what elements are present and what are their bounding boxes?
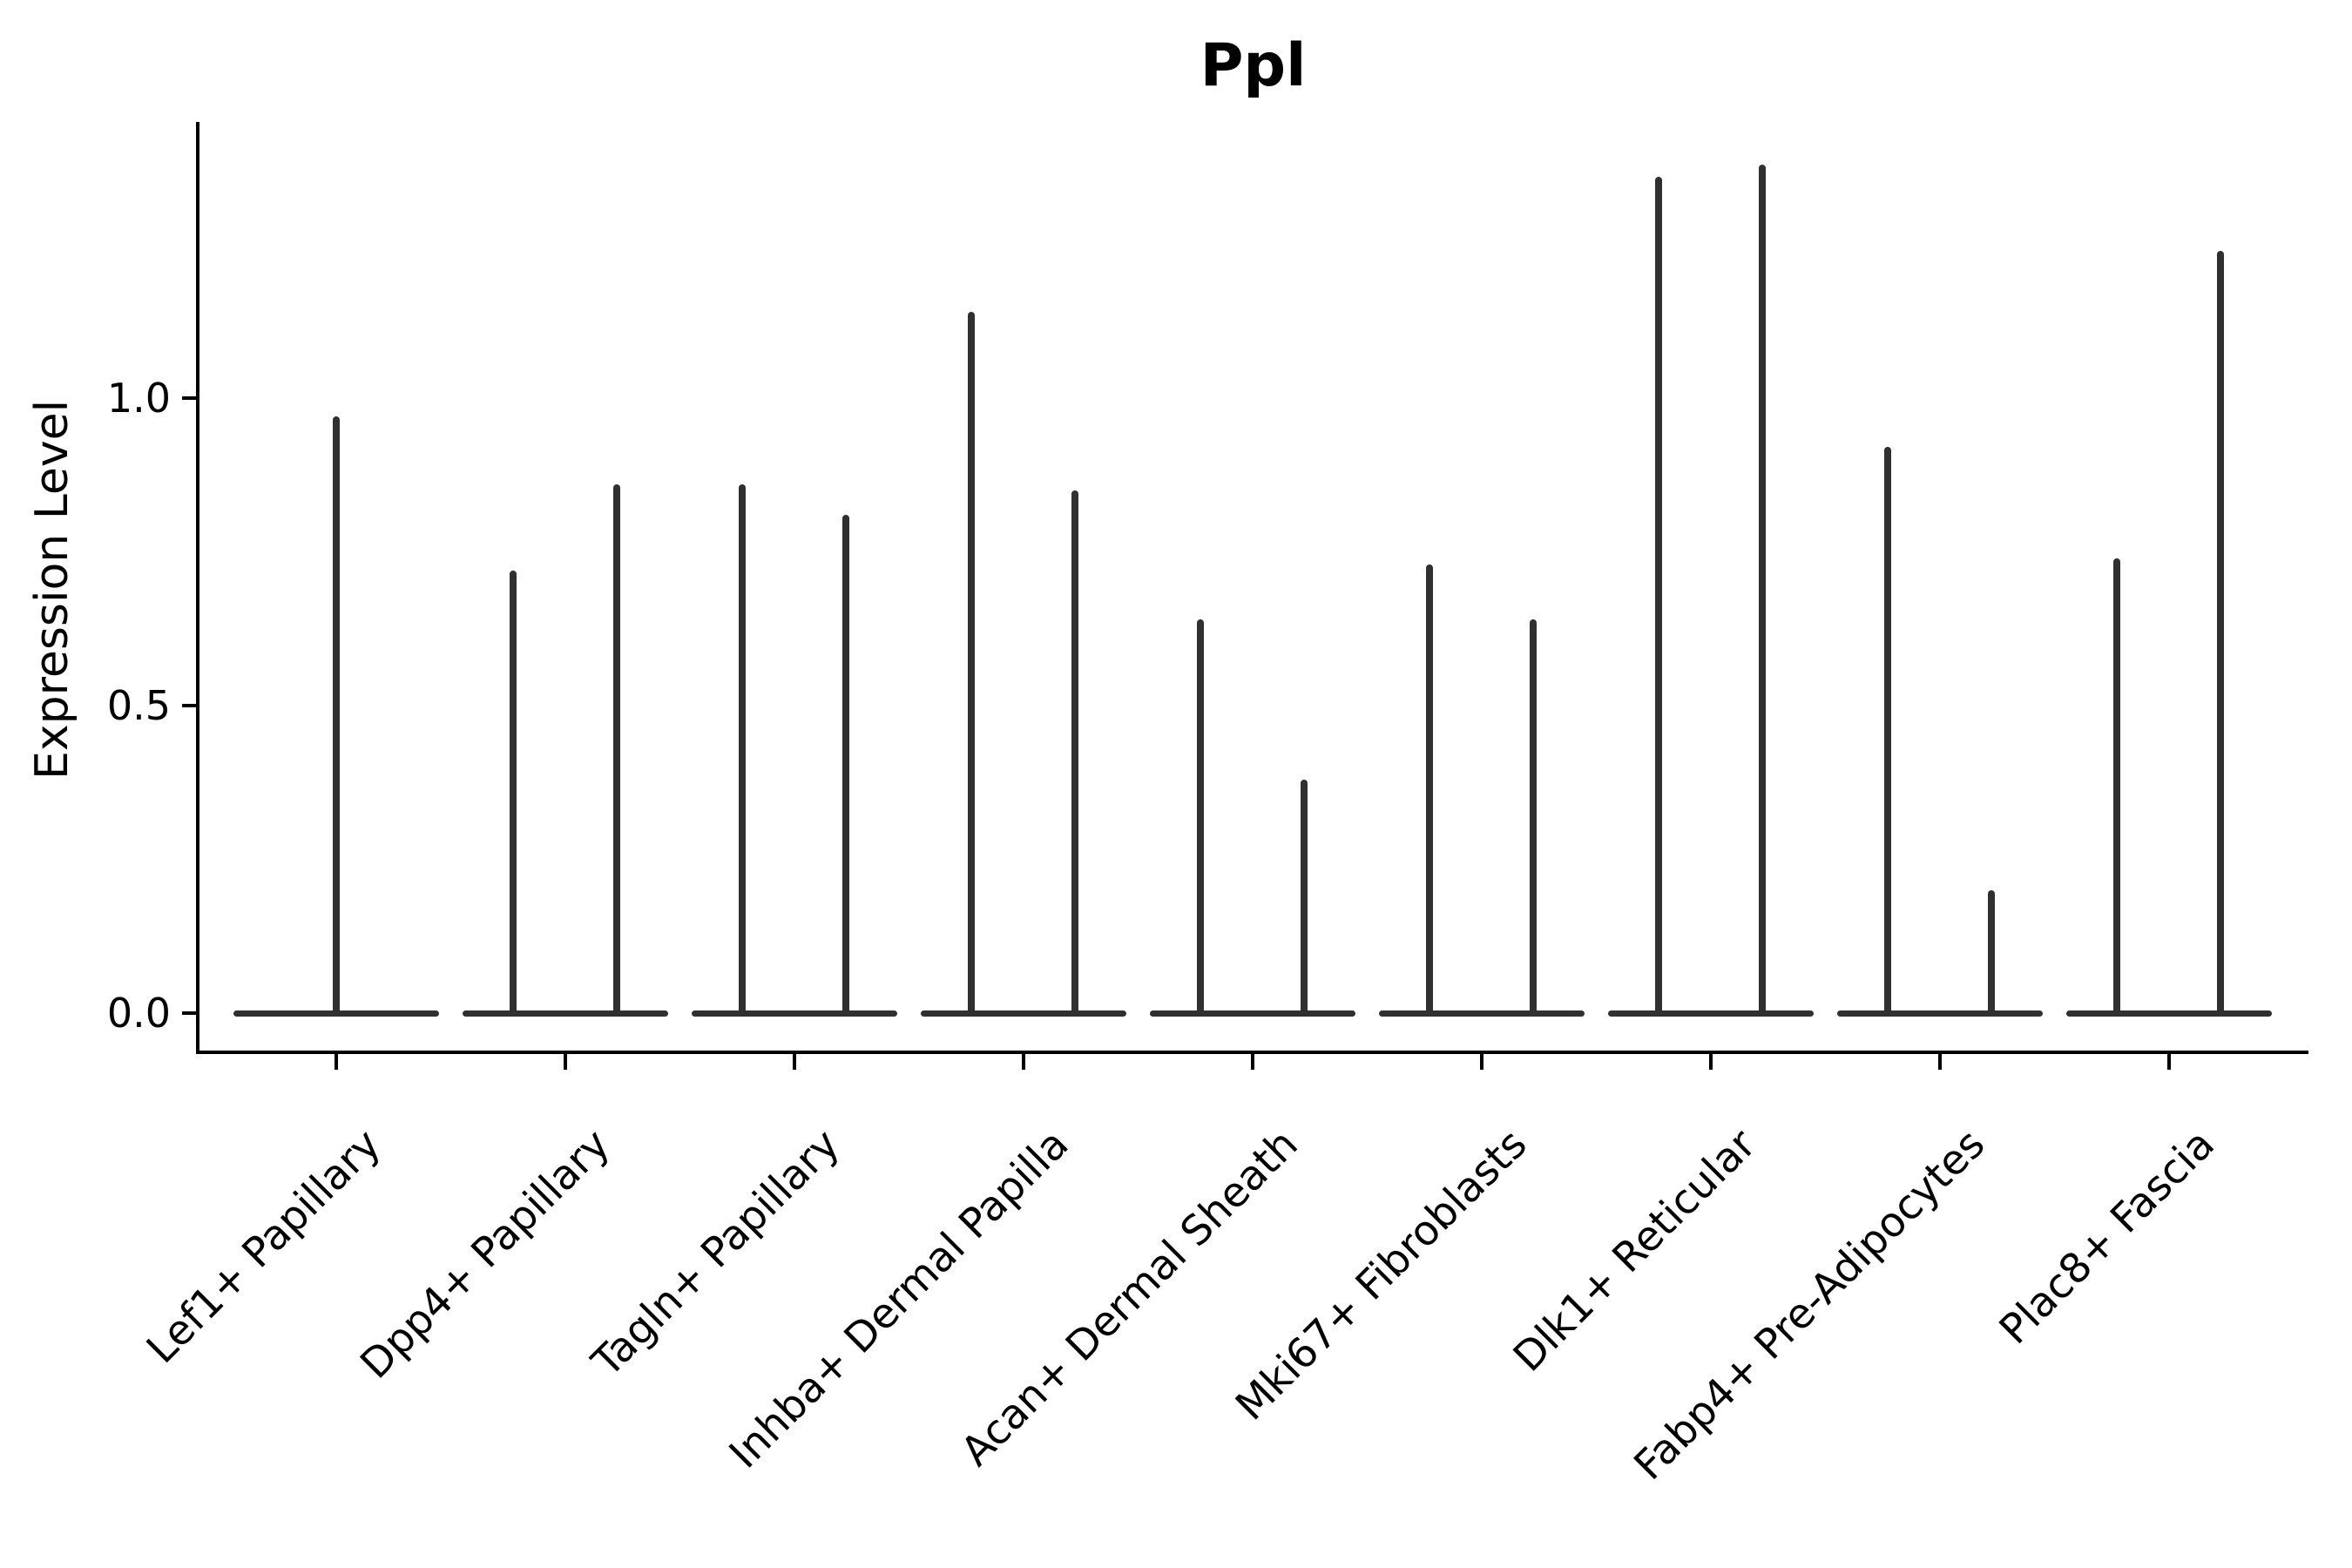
violin-spike xyxy=(1987,889,1995,1016)
violin-spike xyxy=(1758,164,1766,1016)
violin-spike xyxy=(2113,558,2121,1016)
violin-spike xyxy=(1197,619,1205,1016)
x-tick xyxy=(334,1054,338,1070)
x-tick-label: Lef1+ Papillary xyxy=(138,1120,391,1373)
violin-base xyxy=(1607,1010,1814,1017)
violin-base xyxy=(691,1010,897,1017)
violin-base xyxy=(462,1010,668,1017)
violin-spike xyxy=(1426,564,1434,1016)
x-tick xyxy=(792,1054,796,1070)
x-tick xyxy=(1250,1054,1254,1070)
violin-base xyxy=(1149,1010,1355,1017)
violin-spike xyxy=(841,515,849,1016)
violin-spike xyxy=(739,483,747,1016)
x-tick xyxy=(1479,1054,1484,1070)
y-axis-line xyxy=(196,122,199,1054)
x-tick xyxy=(1021,1054,1025,1070)
x-tick-label: Dpp4+ Papillary xyxy=(351,1120,620,1389)
violin-base xyxy=(920,1010,1126,1017)
violin-spike xyxy=(1884,447,1892,1016)
y-tick xyxy=(182,704,198,707)
violin-spike xyxy=(612,483,620,1016)
x-tick xyxy=(563,1054,567,1070)
violin-spike xyxy=(332,416,340,1016)
chart-title: Ppl xyxy=(1200,31,1307,100)
violin-base xyxy=(1378,1010,1585,1017)
y-tick xyxy=(182,396,198,400)
violin-spike xyxy=(1655,176,1663,1016)
y-axis-label: Expression Level xyxy=(26,399,78,781)
violin-spike xyxy=(1529,619,1537,1016)
violin-spike xyxy=(1300,779,1308,1016)
violin-spike xyxy=(510,570,517,1016)
x-axis-line xyxy=(196,1051,2308,1054)
violin-spike xyxy=(2216,250,2224,1016)
x-tick xyxy=(2166,1054,2171,1070)
x-tick-label: Dlk1+ Reticular xyxy=(1504,1120,1766,1382)
y-tick xyxy=(182,1011,198,1015)
x-tick-label: Tagln+ Papillary xyxy=(583,1120,849,1387)
violin-spike xyxy=(1071,490,1078,1016)
violin-base xyxy=(2065,1010,2272,1017)
violin-spike xyxy=(968,312,976,1016)
x-tick-label: Plac8+ Fascia xyxy=(1990,1120,2224,1354)
x-tick xyxy=(1937,1054,1942,1070)
violin-base xyxy=(1836,1010,2043,1017)
x-tick xyxy=(1708,1054,1713,1070)
y-tick-label: 0.0 xyxy=(106,990,171,1037)
y-tick-label: 0.5 xyxy=(106,682,171,729)
y-tick-label: 1.0 xyxy=(106,375,171,422)
